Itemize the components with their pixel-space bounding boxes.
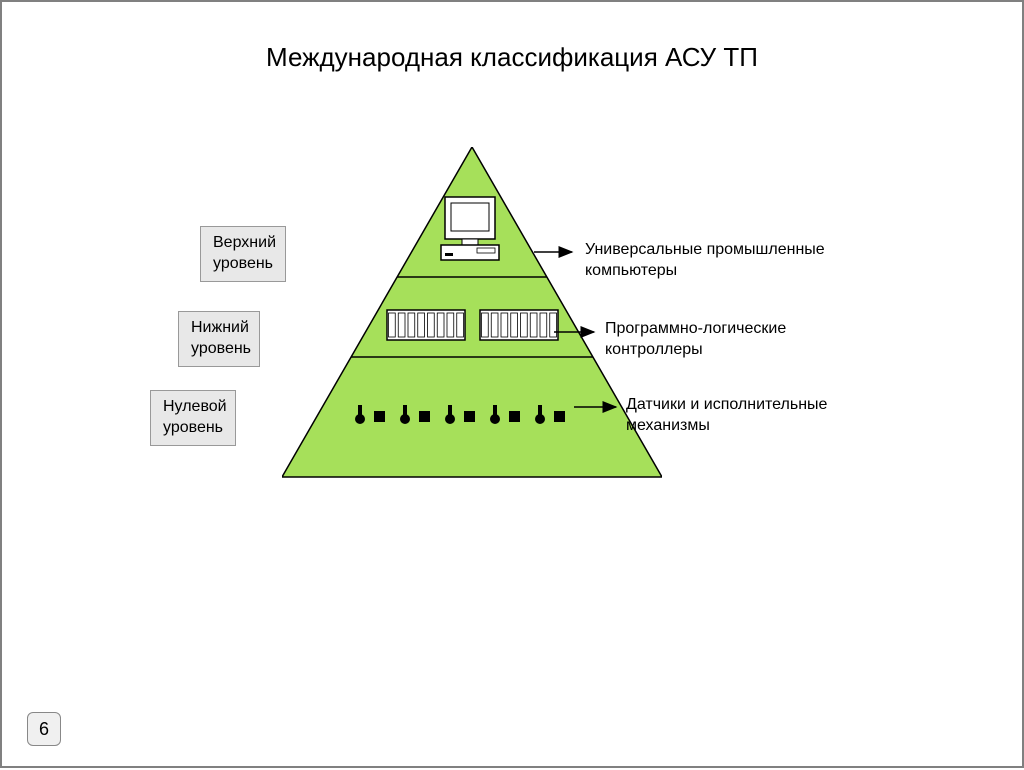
level-label-top: Верхний уровень bbox=[200, 226, 286, 282]
computer-icon bbox=[441, 197, 499, 260]
desc-middle: Программно-логические контроллеры bbox=[605, 319, 845, 361]
pyramid-diagram bbox=[282, 147, 662, 482]
level-label-middle: Нижний уровень bbox=[178, 311, 260, 367]
desc-bottom: Датчики и исполнительные механизмы bbox=[626, 395, 886, 437]
level-label-bottom: Нулевой уровень bbox=[150, 390, 236, 446]
slide-title: Международная классификация АСУ ТП bbox=[2, 42, 1022, 73]
desc-top: Универсальные промышленные компьютеры bbox=[585, 240, 905, 282]
page-number: 6 bbox=[27, 712, 61, 746]
